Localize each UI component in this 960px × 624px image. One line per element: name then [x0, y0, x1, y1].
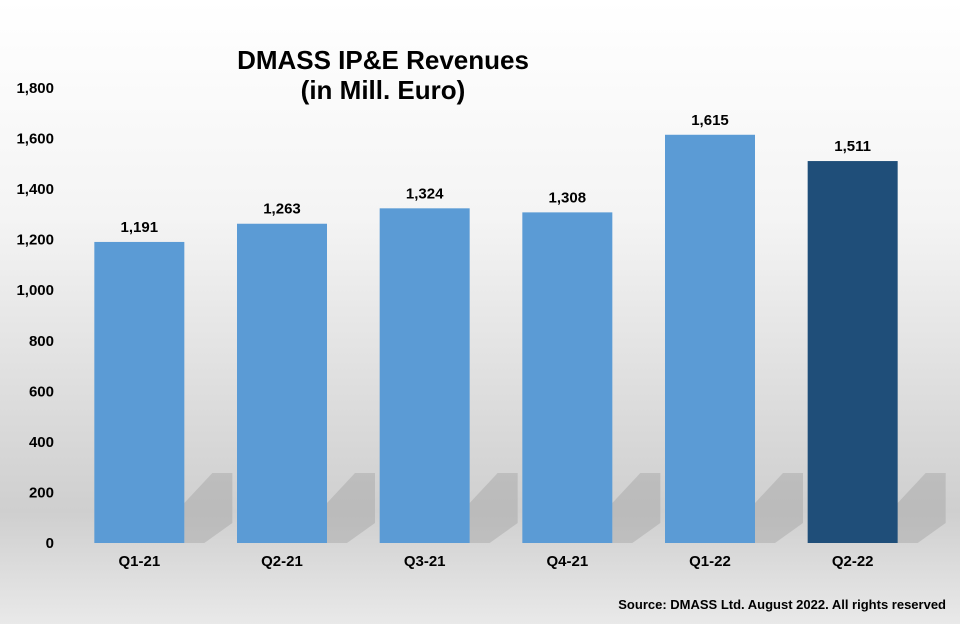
chart-title-line: DMASS IP&E Revenues [237, 45, 529, 75]
y-tick-label: 1,000 [16, 282, 54, 299]
bar [522, 212, 613, 543]
y-tick-label: 1,600 [16, 131, 54, 148]
source-note: Source: DMASS Ltd. August 2022. All righ… [618, 597, 946, 612]
x-tick-label: Q4-21 [546, 553, 588, 570]
y-tick-label: 800 [29, 333, 54, 350]
data-label: 1,191 [121, 219, 159, 236]
bar [807, 161, 898, 543]
x-tick-label: Q3-21 [404, 553, 446, 570]
y-tick-label: 200 [29, 484, 54, 501]
data-label: 1,615 [691, 112, 729, 129]
bar-shadow [469, 473, 518, 543]
data-labels: 1,191 1,263 1,324 1,308 1,615 1,511 [121, 112, 871, 236]
bar [237, 223, 327, 543]
y-tick-label: 600 [29, 383, 54, 400]
x-tick-label: Q1-21 [118, 553, 160, 570]
y-tick-label: 1,400 [16, 181, 54, 198]
data-label: 1,324 [406, 185, 444, 202]
bar-shadow [184, 473, 233, 543]
data-label: 1,263 [263, 201, 301, 218]
bar [665, 134, 755, 543]
bar-shadow [755, 473, 803, 543]
y-axis-ticks: 0 200 400 600 800 1,000 1,200 1,400 1,600 1,800 [16, 80, 54, 552]
chart-title-line: (in Mill. Euro) [301, 75, 466, 105]
x-tick-label: Q2-22 [832, 553, 874, 570]
x-tick-label: Q1-22 [689, 553, 731, 570]
bar [94, 241, 185, 544]
bar-shadows [184, 473, 946, 543]
bars [94, 134, 898, 544]
y-tick-label: 400 [29, 434, 54, 451]
bar [379, 208, 470, 544]
y-tick-label: 0 [46, 535, 54, 552]
bar-shadow [612, 473, 661, 543]
chart-title: DMASS IP&E Revenues(in Mill. Euro) [237, 45, 529, 105]
bar-shadow [327, 473, 375, 543]
data-label: 1,308 [549, 189, 587, 206]
x-axis-labels: Q1-21 Q2-21 Q3-21 Q4-21 Q1-22 Q2-22 [118, 553, 873, 570]
data-label: 1,511 [834, 138, 871, 155]
y-tick-label: 1,800 [16, 80, 54, 97]
x-tick-label: Q2-21 [261, 553, 303, 570]
y-tick-label: 1,200 [16, 232, 54, 249]
bar-shadow [897, 473, 946, 543]
